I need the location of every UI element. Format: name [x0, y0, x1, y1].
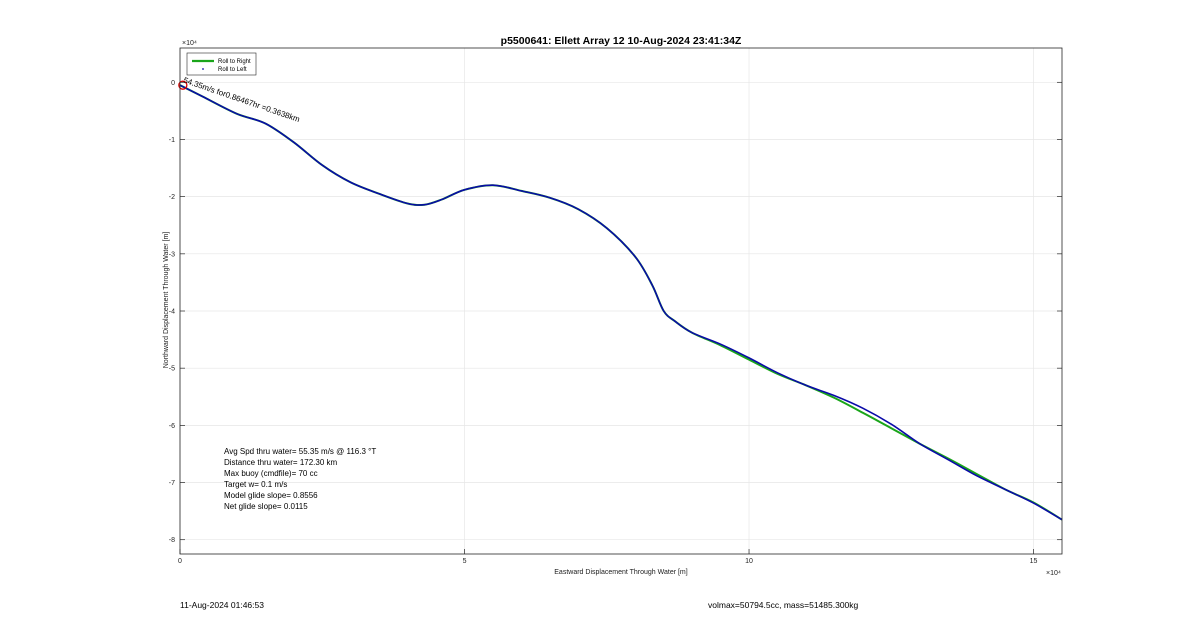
footer-volmass: volmax=50794.5cc, mass=51485.300kg	[708, 600, 859, 610]
x-tick-label: 5	[463, 558, 467, 565]
x-axis-label: Eastward Displacement Through Water [m]	[554, 569, 687, 576]
stat-target-w: Target w= 0.1 m/s	[224, 480, 287, 489]
y-tick-label: -8	[169, 537, 175, 544]
y-tick-label: -7	[169, 480, 175, 487]
x-tick-label: 10	[745, 558, 753, 565]
legend-label-roll-right: Roll to Right	[218, 59, 251, 65]
x-axis-exponent: ×10⁴	[1046, 570, 1061, 577]
x-tick-label: 15	[1030, 558, 1038, 565]
stat-avg-speed: Avg Spd thru water= 55.35 m/s @ 116.3 °T	[224, 447, 376, 456]
series-layer	[178, 80, 1063, 521]
legend-label-roll-left: Roll to Left	[218, 67, 247, 73]
y-axis-ticks: 0 -1 -2 -3 -4 -5 -6 -7 -8	[169, 80, 1062, 544]
y-tick-label: 0	[171, 80, 175, 87]
stat-net-glide-slope: Net glide slope= 0.0115	[224, 502, 308, 511]
y-tick-label: -1	[169, 137, 175, 144]
y-axis-exponent: ×10⁴	[182, 40, 197, 47]
legend-marker-roll-left	[202, 68, 204, 70]
stat-distance: Distance thru water= 172.30 km	[224, 458, 338, 467]
stat-model-glide-slope: Model glide slope= 0.8556	[224, 491, 318, 500]
legend: Roll to Right Roll to Left	[186, 52, 257, 76]
start-marker	[178, 80, 188, 90]
footer-timestamp: 11-Aug-2024 01:46:53	[180, 600, 264, 610]
plot-area	[178, 47, 1063, 555]
x-axis-ticks: 0 5 10 15	[178, 549, 1038, 565]
legend-box	[186, 52, 257, 76]
stats-block: Avg Spd thru water= 55.35 m/s @ 116.3 °T…	[224, 447, 376, 511]
y-tick-label: -2	[169, 194, 175, 201]
grid	[179, 48, 1062, 554]
plot-frame	[179, 47, 1063, 555]
x-tick-label: 0	[178, 558, 182, 565]
y-tick-label: -5	[169, 366, 175, 373]
series-line-roll-left	[179, 84, 1063, 521]
y-tick-label: -6	[169, 423, 175, 430]
y-axis-label: Northward Displacement Through Water [m]	[163, 232, 170, 369]
y-tick-label: -4	[169, 309, 175, 316]
stat-max-buoy: Max buoy (cmdfile)= 70 cc	[224, 469, 318, 478]
chart-title: p5500641: Ellett Array 12 10-Aug-2024 23…	[501, 35, 742, 47]
plot-background	[180, 48, 1062, 554]
y-tick-label: -3	[169, 251, 175, 258]
